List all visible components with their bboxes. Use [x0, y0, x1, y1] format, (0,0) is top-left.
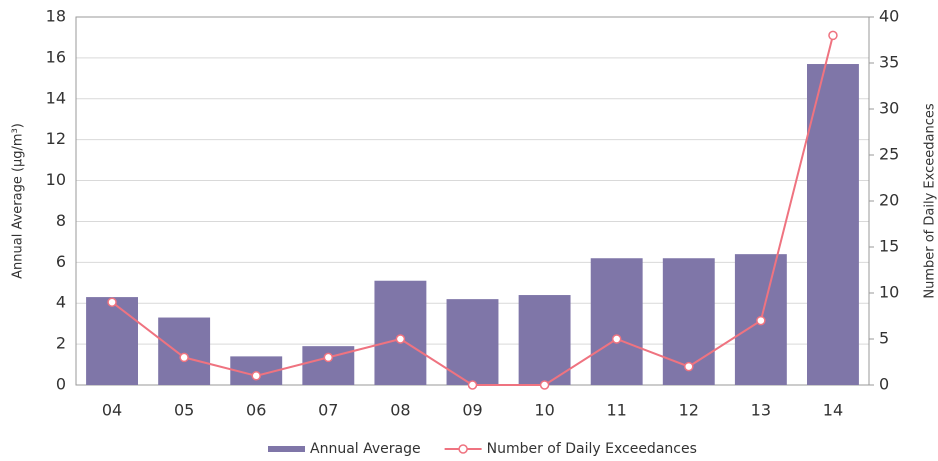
line-marker [828, 30, 838, 41]
bar [590, 258, 643, 385]
y-tick-label: 18 [46, 7, 66, 26]
bar [158, 317, 211, 385]
legend-marker [458, 444, 468, 454]
y2-tick-label: 30 [879, 99, 899, 118]
y2-tick-label: 35 [879, 53, 899, 72]
x-tick-label: 13 [751, 401, 771, 420]
x-tick-label: 06 [246, 401, 266, 420]
bar [86, 297, 138, 385]
y2-tick-label: 0 [879, 375, 889, 394]
line-marker [251, 371, 261, 381]
x-tick-label: 12 [679, 401, 699, 420]
y-tick-label: 12 [46, 129, 66, 148]
x-tick-label: 05 [174, 401, 194, 420]
x-tick-label: 07 [318, 401, 338, 420]
y-tick-label: 2 [56, 334, 66, 353]
x-tick-label: 04 [102, 401, 122, 420]
y2-tick-label: 5 [879, 329, 889, 348]
x-tick-label: 10 [534, 401, 554, 420]
x-tick-label: 11 [607, 401, 627, 420]
y-tick-label: 4 [56, 293, 66, 312]
y-tick-label: 8 [56, 211, 66, 230]
legend-swatch [268, 446, 305, 452]
line-marker [539, 380, 550, 390]
y-tick-label: 10 [46, 170, 66, 189]
y2-tick-label: 25 [879, 145, 899, 164]
x-tick-label: 09 [462, 401, 482, 420]
line-marker [107, 297, 117, 307]
y-tick-label: 14 [46, 88, 66, 107]
line-marker [684, 361, 694, 372]
x-tick-label: 14 [823, 401, 843, 420]
bar [446, 299, 499, 385]
y-axis-title: Annual Average (μg/m³) [11, 123, 26, 279]
y-tick-label: 16 [46, 47, 66, 66]
bar [518, 295, 571, 385]
y2-axis-title: Number of Daily Exceedances [923, 103, 938, 298]
x-tick-label: 08 [390, 401, 410, 420]
line-marker [395, 334, 406, 344]
legend-label: Number of Daily Exceedances [487, 441, 697, 457]
line-marker [611, 334, 622, 344]
line-marker [756, 315, 766, 326]
bar [807, 64, 859, 386]
line-marker [323, 352, 334, 363]
y-tick-label: 6 [56, 252, 66, 271]
legend-label: Annual Average [310, 441, 421, 457]
y2-tick-label: 40 [879, 7, 899, 26]
y-tick-label: 0 [56, 375, 66, 394]
line-marker [467, 380, 478, 390]
y2-tick-label: 10 [879, 283, 899, 302]
bar [374, 280, 427, 385]
y2-tick-label: 20 [879, 191, 899, 210]
y2-tick-label: 15 [879, 237, 899, 256]
line-marker [179, 352, 189, 363]
